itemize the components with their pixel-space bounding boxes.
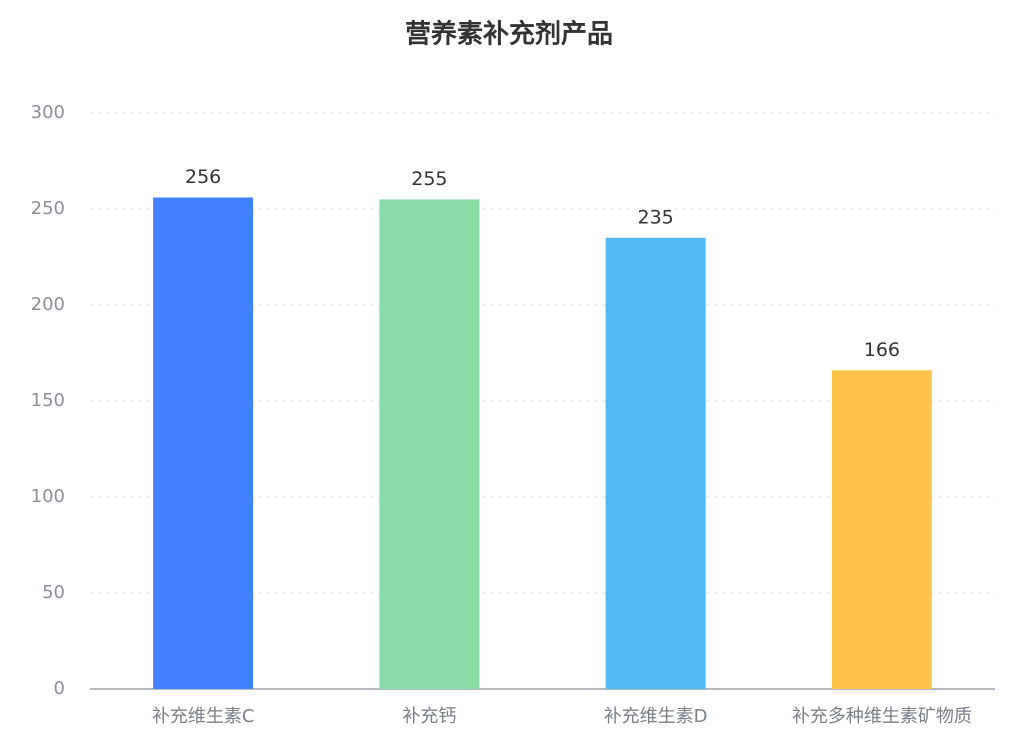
y-tick-label: 100 — [31, 486, 65, 507]
y-tick-label: 150 — [31, 390, 65, 411]
bar — [379, 199, 480, 689]
x-tick-label: 补充维生素D — [604, 706, 708, 727]
x-tick-label: 补充钙 — [402, 706, 456, 727]
x-tick-label: 补充多种维生素矿物质 — [792, 706, 972, 727]
bar — [831, 370, 932, 689]
x-tick-label: 补充维生素C — [152, 706, 255, 727]
bar — [153, 197, 254, 690]
y-tick-label: 50 — [42, 582, 65, 603]
value-label: 255 — [411, 168, 447, 190]
chart-title: 营养素补充剂产品 — [405, 19, 613, 50]
y-tick-label: 300 — [31, 102, 65, 123]
value-label: 166 — [864, 339, 900, 361]
bar — [605, 237, 706, 690]
value-label: 235 — [637, 206, 673, 228]
y-tick-label: 200 — [31, 294, 65, 315]
y-tick-label: 250 — [31, 198, 65, 219]
y-tick-label: 0 — [54, 678, 65, 699]
value-label: 256 — [185, 166, 221, 188]
